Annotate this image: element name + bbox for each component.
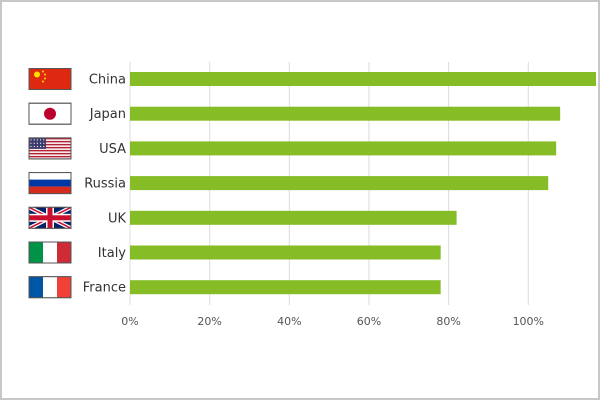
x-tick-label: 20% <box>197 315 221 328</box>
x-tick-label: 60% <box>357 315 381 328</box>
bar-japan <box>130 106 561 121</box>
category-labels: China Japan USA Russia UK Italy France <box>83 73 127 296</box>
bar-china <box>130 72 596 86</box>
bars <box>130 72 596 295</box>
category-label: Italy <box>98 246 127 261</box>
bar-usa <box>130 141 557 156</box>
russia-flag-icon <box>28 172 72 195</box>
category-label: China <box>89 73 126 88</box>
x-tick-label: 40% <box>277 315 301 328</box>
italy-flag-icon <box>28 241 72 264</box>
france-flag-icon <box>28 276 72 299</box>
x-tick-label: 80% <box>436 315 460 328</box>
category-label: UK <box>108 211 127 226</box>
category-label: USA <box>99 142 126 157</box>
x-tick-label: 0% <box>121 315 138 328</box>
category-label: Japan <box>89 107 126 122</box>
flag-icons <box>28 68 72 299</box>
bar-italy <box>130 245 441 260</box>
uk-flag-icon <box>28 205 72 231</box>
china-flag-icon <box>28 68 72 90</box>
japan-flag-icon <box>28 102 72 125</box>
usa-flag-icon <box>28 137 72 160</box>
bar-russia <box>130 176 549 191</box>
x-axis-ticks: 0% 20% 40% 60% 80% 100% <box>121 315 544 328</box>
bar-uk <box>130 210 457 225</box>
x-tick-label: 100% <box>513 315 544 328</box>
category-label: Russia <box>84 177 126 192</box>
category-label: France <box>83 281 126 296</box>
bar-france <box>130 280 441 295</box>
